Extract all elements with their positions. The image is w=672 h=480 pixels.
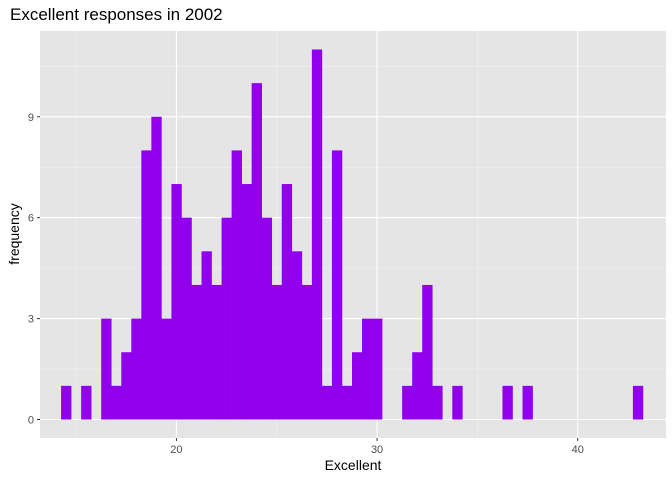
- histogram-bar: [452, 385, 463, 420]
- histogram-bar: [61, 385, 72, 420]
- histogram-bar: [111, 385, 122, 420]
- histogram-bar: [632, 385, 644, 420]
- histogram-bar: [221, 217, 232, 420]
- histogram-bar: [121, 352, 132, 420]
- histogram-bar: [251, 83, 263, 420]
- histogram-bar: [502, 385, 513, 420]
- x-tick-label: 30: [371, 444, 383, 456]
- histogram-bar: [422, 284, 433, 420]
- histogram-bar: [281, 184, 293, 420]
- y-tick-label: 3: [28, 314, 34, 326]
- histogram-bar: [321, 385, 333, 420]
- histogram-bar: [331, 150, 343, 420]
- histogram-bar: [341, 385, 353, 420]
- histogram-bar: [362, 318, 373, 420]
- histogram-bar: [151, 116, 162, 420]
- histogram-bars: [61, 49, 644, 420]
- histogram-bar: [211, 284, 222, 420]
- histogram-bar: [311, 49, 323, 420]
- histogram-bar: [522, 385, 533, 420]
- y-tick-label: 0: [28, 415, 34, 427]
- histogram-bar: [402, 385, 413, 420]
- histogram-bar: [432, 385, 443, 420]
- y-axis-title: frequency: [6, 203, 22, 264]
- histogram-bar: [241, 184, 252, 420]
- x-axis: 20 30 40: [170, 438, 584, 456]
- histogram-bar: [101, 318, 112, 420]
- x-tick-label: 40: [572, 444, 584, 456]
- y-tick-label: 9: [28, 112, 34, 124]
- histogram-bar: [161, 318, 172, 420]
- x-axis-title: Excellent: [325, 457, 382, 473]
- chart-title: Excellent responses in 2002: [10, 5, 223, 24]
- histogram-bar: [412, 352, 423, 420]
- histogram-bar: [181, 217, 192, 420]
- histogram-bar: [372, 318, 383, 420]
- histogram-bar: [81, 385, 92, 420]
- y-axis: 0 3 6 9: [28, 112, 40, 427]
- histogram-bar: [191, 284, 202, 420]
- y-tick-label: 6: [28, 213, 34, 225]
- histogram-bar: [171, 184, 182, 420]
- x-tick-label: 20: [170, 444, 182, 456]
- histogram-bar: [131, 318, 142, 420]
- histogram-bar: [141, 150, 152, 420]
- histogram-bar: [261, 217, 273, 420]
- histogram-bar: [271, 284, 283, 420]
- histogram-bar: [301, 284, 313, 420]
- histogram-bar: [291, 251, 303, 420]
- histogram-bar: [351, 352, 363, 420]
- histogram-bar: [201, 251, 212, 420]
- histogram-bar: [231, 150, 242, 420]
